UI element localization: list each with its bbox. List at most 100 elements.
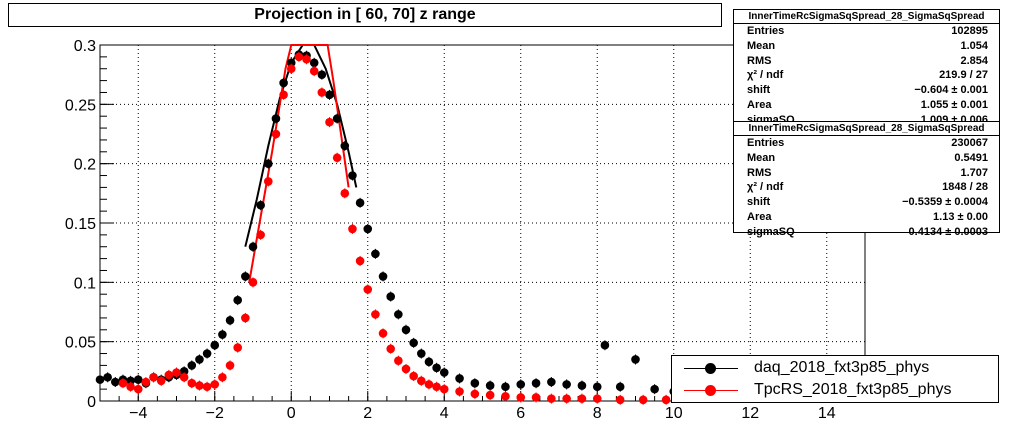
stats-row: Mean 0.5491 bbox=[734, 151, 999, 166]
y-tick-label: 0.1 bbox=[74, 275, 96, 292]
data-point bbox=[149, 372, 158, 382]
data-point bbox=[371, 249, 380, 259]
data-point bbox=[286, 64, 296, 74]
data-point bbox=[592, 382, 602, 392]
data-point bbox=[317, 88, 327, 97]
x-tick-label: 0 bbox=[287, 405, 296, 422]
stats-value: −0.604 ± 0.001 bbox=[914, 84, 988, 97]
data-point bbox=[386, 344, 396, 354]
x-tick-label: 14 bbox=[818, 405, 836, 422]
data-point bbox=[516, 380, 526, 389]
data-point bbox=[309, 58, 319, 68]
data-point bbox=[103, 372, 112, 382]
data-point bbox=[332, 153, 342, 163]
stats-value: 219.9 / 27 bbox=[939, 69, 988, 82]
stats-value: 1.13 ± 0.00 bbox=[933, 210, 988, 223]
data-point bbox=[248, 242, 258, 252]
data-point bbox=[218, 330, 227, 339]
data-point bbox=[187, 378, 197, 388]
x-tick-label: 10 bbox=[665, 405, 683, 422]
stats-value: 1.055 ± 0.001 bbox=[920, 98, 988, 111]
data-point bbox=[133, 384, 143, 394]
data-point bbox=[516, 393, 526, 402]
legend-label: TpcRS_2018_fxt3p85_phys bbox=[754, 381, 952, 398]
data-point bbox=[325, 117, 334, 127]
x-tick-label: 2 bbox=[363, 405, 372, 422]
stats-key: Area bbox=[747, 210, 772, 223]
stats-header: InnerTimeRcSigmaSqSpread_28_SigmaSqSprea… bbox=[734, 10, 999, 24]
data-point bbox=[233, 343, 242, 352]
data-point bbox=[562, 380, 571, 389]
stats-key: shift bbox=[747, 196, 771, 209]
data-point bbox=[355, 256, 365, 266]
data-point bbox=[317, 70, 327, 79]
data-point bbox=[470, 389, 480, 399]
stats-box-tpcrs: InnerTimeRcSigmaSqSpread_28_SigmaSqSprea… bbox=[733, 121, 1000, 238]
x-tick-label: 6 bbox=[516, 405, 525, 422]
stats-key: Mean bbox=[747, 39, 776, 52]
stats-value: 0.5491 bbox=[954, 151, 988, 164]
data-point bbox=[363, 285, 373, 294]
data-points bbox=[95, 49, 717, 405]
legend-marker-icon bbox=[705, 363, 716, 374]
data-point bbox=[302, 54, 311, 64]
stats-row: shift −0.5359 ± 0.0004 bbox=[734, 195, 999, 210]
data-point bbox=[631, 355, 640, 364]
chart-title: Projection in [ 60, 70] z range bbox=[8, 3, 722, 27]
stats-row: sigmaSQ 0.4134 ± 0.0003 bbox=[734, 225, 999, 240]
x-tick-label: 4 bbox=[440, 405, 449, 422]
stats-row: Area 1.055 ± 0.001 bbox=[734, 98, 999, 113]
data-point bbox=[256, 230, 265, 240]
data-point bbox=[279, 90, 288, 100]
legend-entry-tpcrs: TpcRS_2018_fxt3p85_phys bbox=[672, 379, 998, 401]
data-point bbox=[340, 141, 350, 151]
stats-row: shift −0.604 ± 0.001 bbox=[734, 83, 999, 98]
data-point bbox=[248, 278, 258, 287]
legend-marker-icon bbox=[705, 385, 716, 396]
data-point bbox=[439, 368, 449, 377]
data-point bbox=[394, 356, 403, 365]
legend-label: daq_2018_fxt3p85_phys bbox=[754, 359, 930, 376]
data-point bbox=[271, 129, 281, 139]
stats-key: RMS bbox=[747, 54, 772, 67]
data-point bbox=[210, 340, 220, 350]
data-point bbox=[485, 390, 495, 400]
legend-entry-daq: daq_2018_fxt3p85_phys bbox=[672, 357, 998, 379]
data-point bbox=[179, 367, 189, 376]
data-point bbox=[325, 90, 334, 100]
data-point bbox=[394, 310, 403, 319]
data-point bbox=[547, 377, 556, 387]
tick-labels: −4 −2 0 2 4 6 8 10 12 14 0 0.05 0.1 0.15 0.2 0.25 0.3 bbox=[65, 38, 836, 422]
data-point bbox=[233, 295, 242, 305]
data-point bbox=[210, 380, 220, 389]
stats-key: shift bbox=[747, 84, 771, 97]
data-point bbox=[286, 58, 296, 68]
y-tick-label: 0.15 bbox=[65, 216, 96, 233]
data-point bbox=[348, 224, 357, 234]
data-point bbox=[172, 368, 181, 377]
data-point bbox=[241, 313, 250, 323]
data-point bbox=[615, 395, 625, 405]
data-point bbox=[409, 338, 418, 348]
data-point bbox=[577, 381, 587, 390]
data-point bbox=[363, 224, 373, 234]
data-point bbox=[195, 355, 204, 364]
y-tick-label: 0.05 bbox=[65, 335, 96, 352]
data-point bbox=[264, 159, 273, 168]
data-point bbox=[531, 378, 541, 388]
data-point bbox=[264, 177, 273, 186]
data-point bbox=[432, 363, 441, 373]
stats-header: InnerTimeRcSigmaSqSpread_28_SigmaSqSprea… bbox=[734, 122, 999, 136]
y-tick-label: 0 bbox=[87, 394, 96, 411]
data-point bbox=[348, 171, 357, 180]
data-point bbox=[501, 382, 510, 392]
stats-value: 0.4134 ± 0.0003 bbox=[908, 225, 988, 238]
data-point bbox=[401, 325, 411, 335]
x-tick-label: 12 bbox=[741, 405, 759, 422]
data-point bbox=[179, 372, 189, 382]
data-point bbox=[156, 376, 166, 386]
data-point bbox=[309, 66, 319, 76]
data-point bbox=[111, 377, 120, 387]
stats-row: RMS 2.854 bbox=[734, 54, 999, 69]
